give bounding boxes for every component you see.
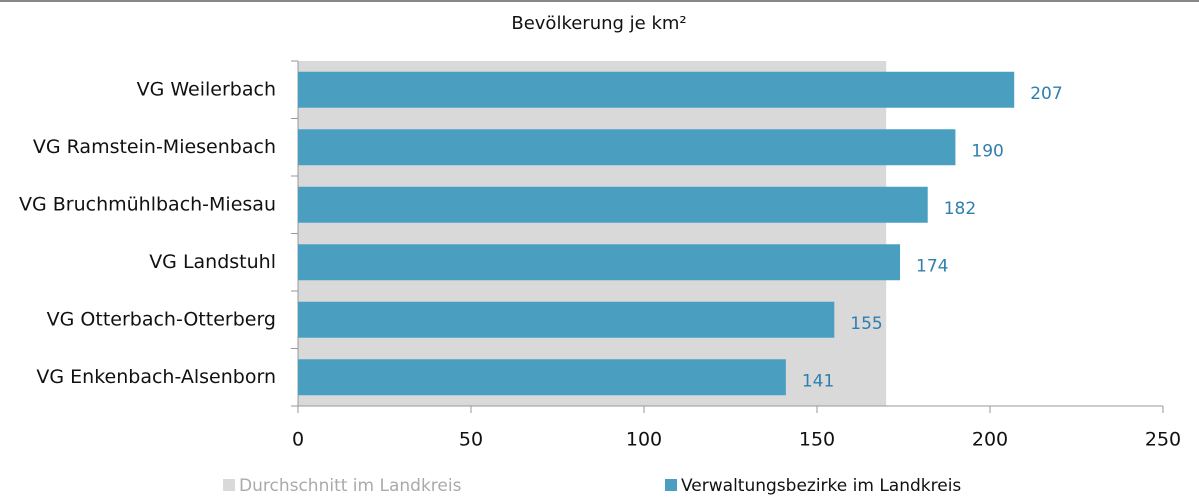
bar [298, 129, 956, 166]
x-tick-label: 100 [626, 429, 662, 451]
legend-swatch [665, 479, 677, 491]
x-tick-label: 0 [292, 429, 304, 451]
y-tick-label: VG Otterbach-Otterberg [47, 308, 276, 330]
value-label: 190 [971, 141, 1003, 161]
bar [298, 301, 835, 338]
bar [298, 186, 928, 223]
bar [298, 71, 1015, 108]
value-label: 141 [802, 371, 834, 391]
y-tick-label: VG Enkenbach-Alsenborn [36, 366, 276, 388]
bar [298, 359, 786, 396]
value-label: 207 [1030, 84, 1062, 104]
y-tick-label: VG Bruchmühlbach-Miesau [19, 193, 276, 215]
value-label: 174 [916, 256, 948, 276]
legend-label: Durchschnitt im Landkreis [239, 476, 462, 496]
x-tick-label: 250 [1145, 429, 1181, 451]
legend-label: Verwaltungsbezirke im Landkreis [681, 476, 961, 496]
bar [298, 244, 901, 281]
y-tick-label: VG Landstuhl [149, 251, 276, 273]
x-tick-label: 50 [459, 429, 483, 451]
value-label: 155 [850, 314, 882, 334]
legend-swatch [223, 479, 235, 491]
chart-title: Bevölkerung je km² [511, 13, 686, 34]
y-tick-label: VG Ramstein-Miesenbach [33, 136, 276, 158]
x-tick-label: 200 [972, 429, 1008, 451]
y-tick-label: VG Weilerbach [137, 78, 276, 100]
value-label: 182 [944, 199, 976, 219]
x-tick-label: 150 [799, 429, 835, 451]
average-area [298, 61, 887, 406]
